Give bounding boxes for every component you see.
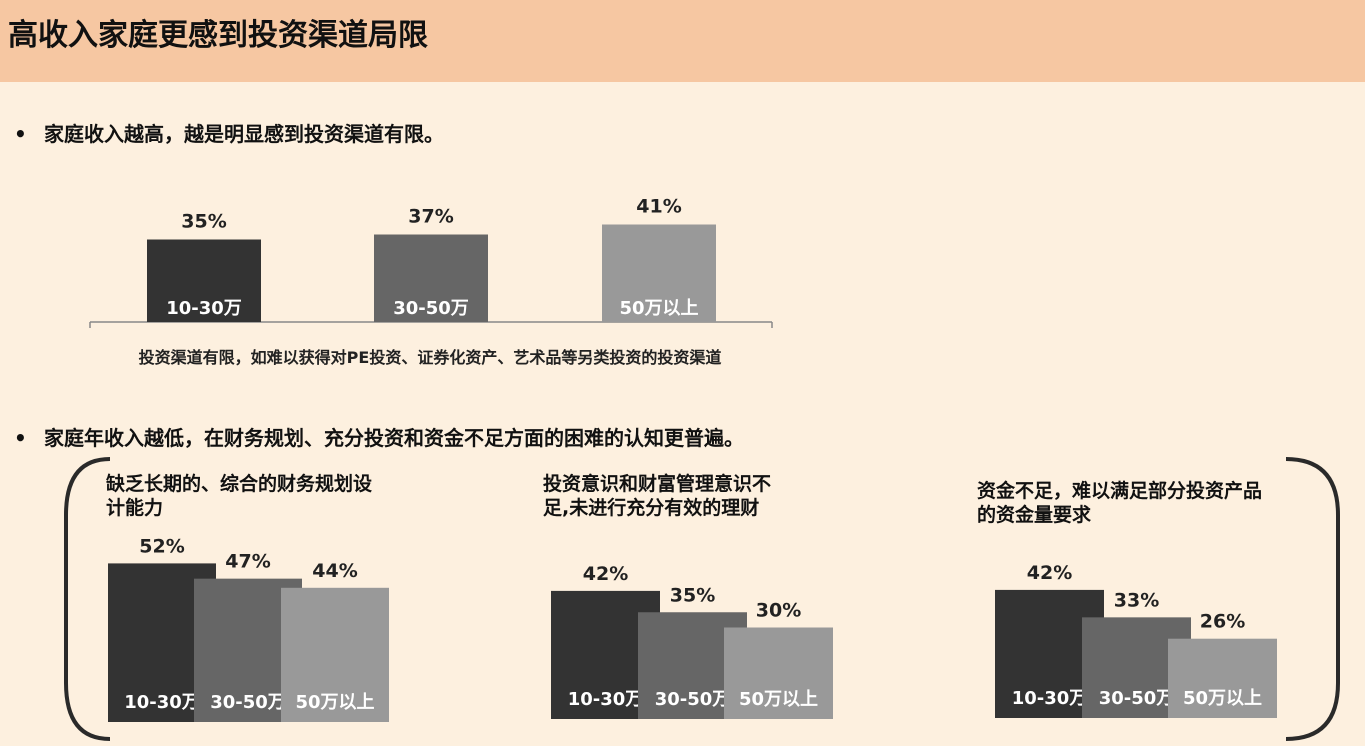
panel-2-title: 投资意识和财富管理意识不 足,未进行充分有效的理财 <box>543 473 772 519</box>
top-bar-2-category: 30-50万 <box>393 298 469 319</box>
bracket-left <box>64 457 111 741</box>
bracket-right <box>1285 457 1340 741</box>
bullet-1: • 家庭收入越高，越是明显感到投资渠道有限。 <box>14 118 444 147</box>
mini-2-bar-1-value: 42% <box>583 563 628 585</box>
mini-1-bar-2-category: 30-50万 <box>210 692 286 713</box>
mini-1-bar-3-category: 50万以上 <box>295 692 374 713</box>
mini-1-bar-1-value: 52% <box>139 535 184 557</box>
panel-1-title: 缺乏长期的、综合的财务规划设 计能力 <box>106 473 373 519</box>
top-bar-1 <box>147 239 261 322</box>
mini-2-bar-3-value: 30% <box>756 600 801 622</box>
mini-2-bar-2-value: 35% <box>670 584 715 606</box>
top-bar-3-value: 41% <box>636 196 681 218</box>
panel-bracket <box>64 457 1340 741</box>
mini-3-bar-3-category: 50万以上 <box>1183 688 1262 709</box>
bullet-1-text: 家庭收入越高，越是明显感到投资渠道有限。 <box>44 122 444 146</box>
top-bar-1-category: 10-30万 <box>166 298 242 319</box>
page-title: 高收入家庭更感到投资渠道局限 <box>8 18 428 53</box>
bullet-dot: • <box>14 426 27 450</box>
top-bar-chart: 35% 10-30万 37% 30-50万 41% 50万以上投资渠道有限，如难以获得对P… <box>89 196 773 367</box>
mini-2-bar-2-category: 30-50万 <box>655 689 731 710</box>
mini-1-bar-2-value: 47% <box>225 551 270 573</box>
mini-1-bar-1-category: 10-30万 <box>124 692 200 713</box>
top-bar-1-value: 35% <box>181 211 226 233</box>
panel-1-bar-chart: 52% 10-30万 47% 30-50万 44% 50万以上 <box>108 535 389 722</box>
mini-1-bar-3-value: 44% <box>312 560 357 582</box>
top-bar-2 <box>374 234 488 322</box>
mini-3-bar-3 <box>1168 638 1277 718</box>
mini-3-bar-1-value: 42% <box>1027 562 1072 584</box>
header-bar: 高收入家庭更感到投资渠道局限 <box>0 0 1365 82</box>
panel-3-bar-chart: 42% 10-30万 33% 30-50万 26% 50万以上 <box>995 562 1277 718</box>
bullet-2-text: 家庭年收入越低，在财务规划、充分投资和资金不足方面的困难的认知更普遍。 <box>44 426 744 450</box>
panel-2-bar-chart: 42% 10-30万 35% 30-50万 30% 50万以上 <box>551 563 833 719</box>
mini-2-bar-1-category: 10-30万 <box>568 689 644 710</box>
bullet-2: • 家庭年收入越低，在财务规划、充分投资和资金不足方面的困难的认知更普遍。 <box>14 422 744 451</box>
mini-3-bar-2-value: 33% <box>1114 589 1159 611</box>
mini-1-bar-3 <box>281 587 389 722</box>
panel-3-title: 资金不足，难以满足部分投资产品 的资金量要求 <box>977 480 1263 526</box>
top-bar-3 <box>602 224 716 322</box>
mini-3-bar-2-category: 30-50万 <box>1099 688 1175 709</box>
top-bar-3-category: 50万以上 <box>619 298 698 319</box>
mini-2-bar-3 <box>724 627 833 719</box>
mini-3-bar-1-category: 10-30万 <box>1012 688 1088 709</box>
top-chart-xlabel: 投资渠道有限，如难以获得对PE投资、证券化资产、艺术品等另类投资的投资渠道 <box>139 348 722 367</box>
mini-3-bar-3-value: 26% <box>1200 611 1245 633</box>
bullet-dot: • <box>14 122 27 146</box>
top-bar-2-value: 37% <box>408 206 453 228</box>
mini-2-bar-3-category: 50万以上 <box>739 689 818 710</box>
